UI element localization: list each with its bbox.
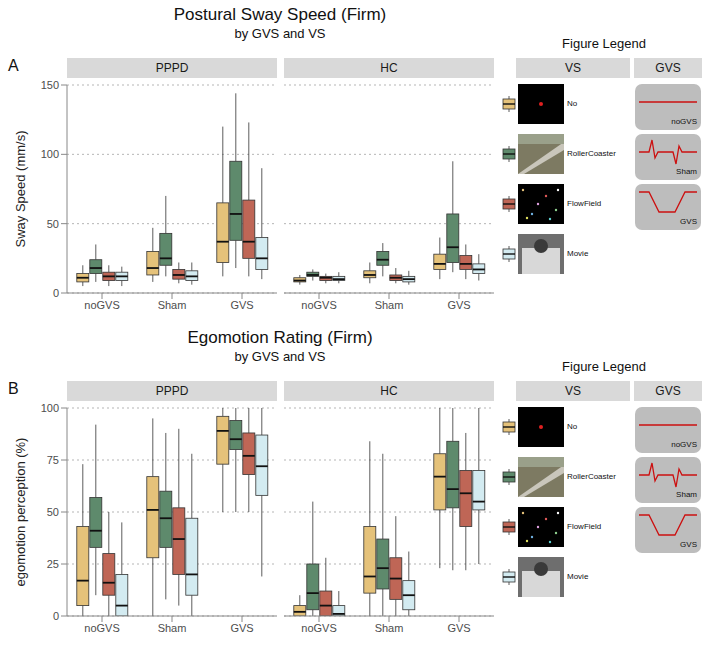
- svg-text:150: 150: [41, 80, 59, 91]
- svg-text:100: 100: [41, 148, 59, 160]
- html-text:A: A: [8, 57, 19, 74]
- svg-text:noGVS: noGVS: [301, 622, 336, 634]
- html-text:by GVS and VS: by GVS and VS: [234, 349, 326, 364]
- svg-text:noGVS: noGVS: [84, 299, 119, 311]
- svg-text:egomotion perception (%): egomotion perception (%): [13, 438, 28, 587]
- html-text:B: B: [8, 380, 19, 397]
- svg-text:25: 25: [47, 558, 59, 570]
- html-text:RollerCoaster: RollerCoaster: [567, 149, 616, 158]
- html-text:HC: HC: [380, 61, 398, 75]
- html-text:PPPD: PPPD: [155, 384, 189, 398]
- html-text:GVS: GVS: [655, 384, 681, 398]
- html-text:Egomotion Rating (Firm): Egomotion Rating (Firm): [187, 328, 373, 347]
- html-text:VS: VS: [565, 61, 581, 75]
- svg-text:Sham: Sham: [158, 299, 187, 311]
- html-text:VS: VS: [565, 384, 581, 398]
- svg-text:50: 50: [47, 218, 59, 230]
- svg-text:Sway Speed (mm/s): Sway Speed (mm/s): [13, 130, 28, 247]
- svg-text:75: 75: [47, 454, 59, 466]
- html-text:Figure Legend: Figure Legend: [562, 359, 646, 374]
- html-text:FlowField: FlowField: [567, 199, 602, 208]
- svg-text:GVS: GVS: [230, 299, 253, 311]
- html-text:No: No: [567, 99, 578, 108]
- html-text:Sham: Sham: [676, 167, 697, 176]
- html-text:GVS: GVS: [655, 61, 681, 75]
- svg-text:Sham: Sham: [375, 299, 404, 311]
- svg-text:GVS: GVS: [230, 622, 253, 634]
- svg-text:GVS: GVS: [447, 299, 470, 311]
- svg-text:0: 0: [53, 610, 59, 622]
- svg-text:50: 50: [47, 506, 59, 518]
- html-text:PPPD: PPPD: [155, 61, 189, 75]
- html-text:HC: HC: [380, 384, 398, 398]
- html-text:Movie: Movie: [567, 572, 589, 581]
- svg-text:Sham: Sham: [158, 622, 187, 634]
- html-text:RollerCoaster: RollerCoaster: [567, 472, 616, 481]
- html-text:noGVS: noGVS: [671, 440, 697, 449]
- svg-text:Sham: Sham: [375, 622, 404, 634]
- html-text:No: No: [567, 422, 578, 431]
- svg-text:noGVS: noGVS: [301, 299, 336, 311]
- html-text:FlowField: FlowField: [567, 522, 602, 531]
- html-text:GVS: GVS: [680, 217, 697, 226]
- html-text:Figure Legend: Figure Legend: [562, 36, 646, 51]
- svg-text:GVS: GVS: [447, 622, 470, 634]
- html-text:by GVS and VS: by GVS and VS: [234, 26, 326, 41]
- html-text:GVS: GVS: [680, 540, 697, 549]
- svg-text:noGVS: noGVS: [84, 622, 119, 634]
- svg-text:0: 0: [53, 287, 59, 299]
- html-text:Sham: Sham: [676, 490, 697, 499]
- html-text:noGVS: noGVS: [671, 117, 697, 126]
- html-text:Postural Sway Speed (Firm): Postural Sway Speed (Firm): [173, 5, 387, 24]
- html-text:Movie: Movie: [567, 249, 589, 258]
- svg-text:100: 100: [41, 403, 59, 414]
